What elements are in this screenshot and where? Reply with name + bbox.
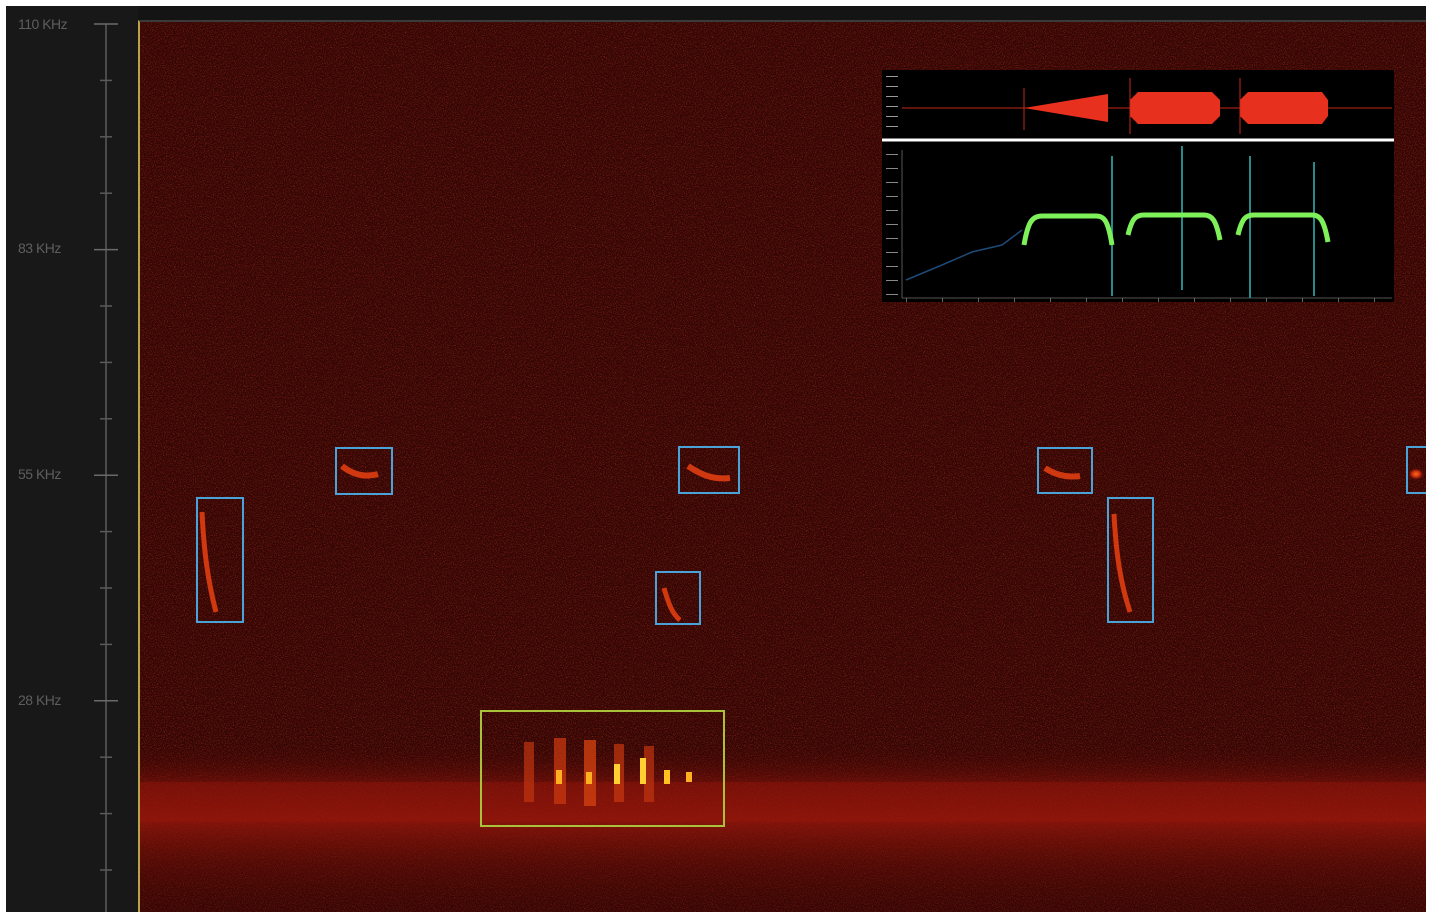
frequency-axis: 110 KHz 83 KHz 55 KHz 28 KHz [6, 6, 138, 912]
detection-box[interactable] [655, 571, 701, 625]
waveform-pulse [1130, 92, 1220, 124]
spectrogram-image [140, 22, 1426, 912]
waveform-panel [886, 76, 1392, 134]
social-call-shape [524, 738, 692, 806]
spectrogram-viewer: 110 KHz 83 KHz 55 KHz 28 KHz [6, 6, 1426, 912]
call-shape [1043, 465, 1081, 480]
waveform-pulse [1024, 94, 1108, 122]
call-shape [1408, 468, 1424, 480]
tick-label-55khz: 55 KHz [18, 466, 61, 482]
detection-box[interactable] [335, 447, 393, 495]
pitch-segment [1125, 212, 1223, 241]
detection-box[interactable] [1037, 447, 1093, 494]
call-shape [686, 463, 731, 482]
pitch-panel [886, 146, 1392, 302]
call-shape [340, 463, 379, 479]
waveform-and-pitch-plot [882, 76, 1394, 302]
tick-label-83khz: 83 KHz [18, 240, 61, 256]
pitch-segment [1235, 212, 1331, 243]
spectrogram-canvas[interactable] [138, 20, 1426, 912]
call-analysis-inset [882, 70, 1394, 302]
detection-box[interactable] [678, 446, 740, 494]
frequency-axis-scale [94, 23, 118, 912]
social-call-box[interactable] [480, 710, 725, 827]
waveform-pulse [1240, 92, 1328, 124]
pitch-segment [1021, 213, 1115, 246]
call-shape [1111, 513, 1133, 613]
call-shape [661, 587, 682, 622]
detection-box[interactable] [196, 497, 244, 623]
tick-label-110khz: 110 KHz [18, 16, 68, 32]
tick-label-28khz: 28 KHz [18, 692, 61, 708]
detection-box[interactable] [1406, 446, 1426, 494]
call-shape [199, 511, 219, 613]
detection-box[interactable] [1107, 497, 1154, 623]
